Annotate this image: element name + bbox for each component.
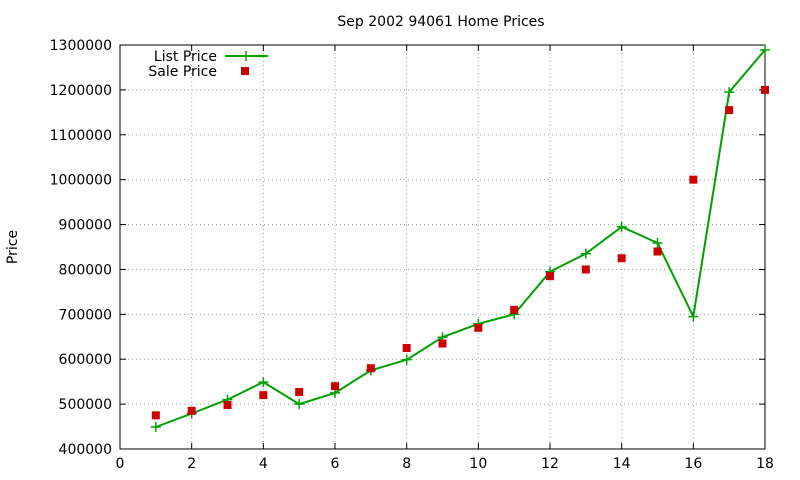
plot-frame xyxy=(119,44,766,450)
sale-price-point xyxy=(689,175,698,184)
sale-price-point xyxy=(402,344,411,352)
sale-price-point xyxy=(725,106,734,115)
y-tick-label: 1200000 xyxy=(50,83,112,99)
x-tick-label: 4 xyxy=(259,456,268,472)
sale-price-point xyxy=(295,387,304,396)
y-axis-label: Price xyxy=(5,230,21,264)
legend-label-list-price: List Price xyxy=(154,49,217,65)
y-tick-label: 500000 xyxy=(59,397,112,413)
plot-border xyxy=(119,44,766,450)
y-tick-label: 900000 xyxy=(59,218,112,234)
list-price-point xyxy=(652,237,663,248)
list-price-line xyxy=(155,49,766,428)
chart-title: Sep 2002 94061 Home Prices xyxy=(337,14,544,30)
series-sale-price xyxy=(151,85,769,420)
y-tick-label: 600000 xyxy=(59,352,112,368)
sale-price-point xyxy=(653,247,662,256)
sale-price-point xyxy=(187,406,196,415)
sale-price-point xyxy=(151,411,160,420)
x-tick-labels: 0 2 4 6 8 10 12 14 16 18 xyxy=(116,456,774,472)
x-tick-label: 14 xyxy=(613,456,631,472)
x-tick-label: 8 xyxy=(402,456,411,472)
sale-price-point xyxy=(617,254,626,263)
grid-lines xyxy=(120,45,765,449)
legend-label-sale-price: Sale Price xyxy=(148,64,217,80)
list-price-point xyxy=(688,311,699,322)
list-price-point xyxy=(616,221,627,232)
x-tick-label: 16 xyxy=(684,456,702,472)
list-price-point xyxy=(150,422,161,433)
y-tick-label: 400000 xyxy=(59,442,112,458)
sale-price-point xyxy=(223,401,232,410)
y-tick-label: 1100000 xyxy=(50,128,112,144)
sale-price-point xyxy=(474,323,483,332)
sale-price-point xyxy=(581,265,590,274)
list-price-point xyxy=(258,377,269,388)
sale-price-point xyxy=(259,391,268,400)
y-tick-label: 800000 xyxy=(59,262,112,278)
y-tick-label: 1000000 xyxy=(50,173,112,189)
sale-price-point xyxy=(546,272,554,281)
sale-price-point xyxy=(761,85,769,94)
y-tick-label: 700000 xyxy=(59,307,112,323)
sale-price-point xyxy=(510,305,519,314)
x-tick-label: 10 xyxy=(469,456,487,472)
list-price-point xyxy=(760,44,770,55)
x-tick-label: 12 xyxy=(541,456,559,472)
x-tick-label: 2 xyxy=(187,456,196,472)
sale-price-point xyxy=(438,339,447,348)
y-tick-labels: 400000 500000 600000 700000 800000 900000 1000… xyxy=(50,38,112,458)
list-price-point xyxy=(580,248,591,259)
y-tick-label: 1300000 xyxy=(50,38,112,54)
legend-marker-list-price xyxy=(241,51,251,61)
x-tick-label: 6 xyxy=(331,456,340,472)
sale-price-point xyxy=(331,382,339,391)
legend-marker-sale-price xyxy=(241,67,249,75)
x-tick-label: 0 xyxy=(116,456,125,472)
list-price-point xyxy=(724,87,735,98)
series-list-price xyxy=(150,44,770,433)
sale-price-point xyxy=(366,364,375,373)
x-tick-label: 18 xyxy=(756,456,774,472)
list-price-point xyxy=(294,399,305,410)
list-price-point xyxy=(401,354,412,365)
